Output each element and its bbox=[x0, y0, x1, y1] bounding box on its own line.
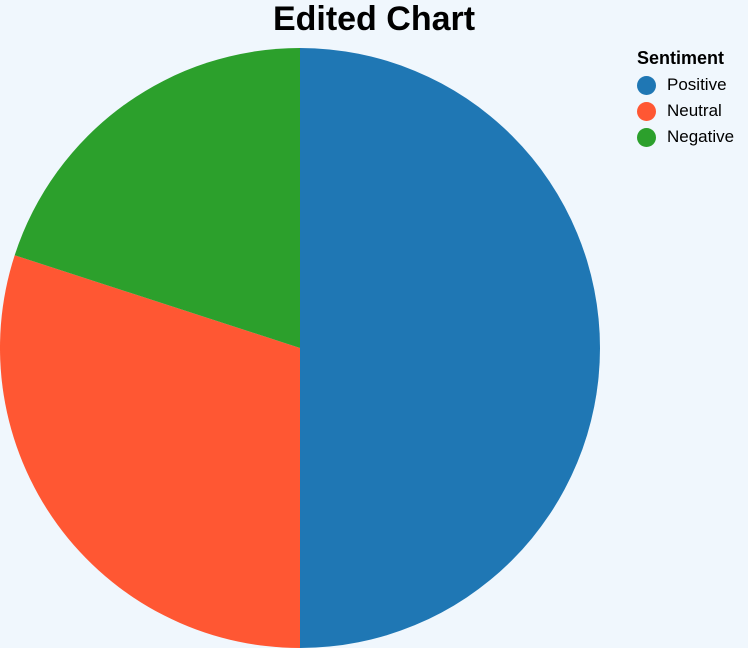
legend: Sentiment Positive Neutral Negative bbox=[637, 46, 734, 150]
legend-item-neutral: Neutral bbox=[637, 98, 734, 124]
legend-items: Positive Neutral Negative bbox=[637, 72, 734, 150]
legend-item-negative: Negative bbox=[637, 124, 734, 150]
chart-title: Edited Chart bbox=[272, 0, 476, 38]
pie-slice-negative bbox=[14, 47, 301, 348]
legend-label: Neutral bbox=[667, 101, 722, 120]
pie-slice-positive bbox=[300, 48, 600, 648]
legend-label: Positive bbox=[667, 75, 727, 94]
pie-slice-neutral bbox=[0, 255, 300, 648]
legend-swatch bbox=[637, 101, 656, 121]
legend-swatch bbox=[637, 75, 656, 95]
pie-slices bbox=[0, 47, 600, 648]
legend-item-positive: Positive bbox=[637, 72, 734, 98]
legend-label: Negative bbox=[667, 127, 735, 146]
legend-swatch bbox=[637, 127, 656, 147]
legend-title: Sentiment bbox=[637, 48, 725, 68]
